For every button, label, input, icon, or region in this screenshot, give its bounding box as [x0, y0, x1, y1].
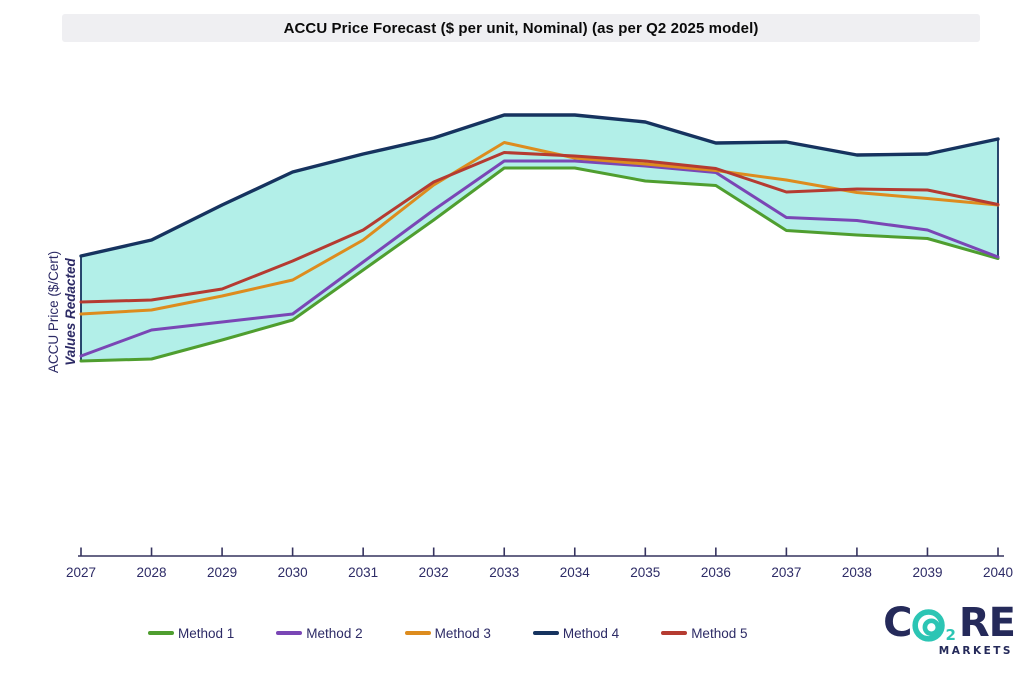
- x-tick-label: 2029: [207, 565, 237, 580]
- legend-label: Method 3: [434, 625, 491, 641]
- legend-item-method-2: Method 2: [276, 625, 363, 641]
- legend-label: Method 4: [562, 625, 620, 641]
- series-line-method-4: [79, 113, 1000, 258]
- x-tick-label: 2030: [278, 565, 308, 580]
- logo-wordmark: C 2 RE: [883, 600, 1016, 646]
- x-tick-label: 2035: [630, 565, 660, 580]
- x-tick-label: 2033: [489, 565, 519, 580]
- legend-label: Method 2: [306, 625, 363, 641]
- logo-o2-icon: [912, 608, 946, 642]
- x-tick-label: 2034: [560, 565, 591, 580]
- legend-item-method-3: Method 3: [404, 625, 491, 641]
- legend-label: Method 1: [178, 625, 235, 641]
- core-markets-logo: C 2 RE MARKETS: [870, 600, 1016, 657]
- chart-title-banner: ACCU Price Forecast ($ per unit, Nominal…: [62, 14, 980, 42]
- x-tick-label: 2036: [701, 565, 731, 580]
- legend-item-method-1: Method 1: [148, 626, 234, 641]
- x-tick-label: 2037: [771, 565, 801, 580]
- series-line-method-5: [79, 151, 1000, 304]
- chart-title: ACCU Price Forecast ($ per unit, Nominal…: [283, 19, 759, 37]
- series-line-method-1: [79, 166, 1000, 363]
- logo-letters-re: RE: [958, 600, 1016, 646]
- x-tick-label: 2028: [137, 565, 167, 580]
- legend-label: Method 5: [691, 625, 748, 641]
- x-tick-label: 2031: [348, 565, 378, 580]
- chart-legend: Method 1 Method 2 Method 3 Method 4 Method 5: [148, 622, 747, 644]
- legend-swatch: [404, 631, 431, 635]
- logo-tagline: MARKETS: [938, 645, 1013, 657]
- x-tick-label: 2027: [66, 565, 96, 580]
- legend-swatch: [661, 631, 688, 635]
- series-line-method-2: [79, 159, 1000, 358]
- legend-item-method-5: Method 5: [661, 626, 747, 641]
- forecast-range-band: [80, 114, 999, 362]
- logo-letter-c: C: [883, 600, 912, 646]
- legend-swatch: [148, 631, 174, 635]
- legend-swatch: [532, 631, 559, 635]
- legend-item-method-4: Method 4: [532, 625, 620, 641]
- x-tick-label: 2038: [842, 565, 872, 580]
- logo-subscript-2: 2: [945, 626, 956, 644]
- x-tick-label: 2039: [912, 565, 942, 580]
- x-tick-label: 2040: [983, 565, 1013, 580]
- x-tick-label: 2032: [419, 565, 449, 580]
- legend-swatch: [276, 631, 303, 635]
